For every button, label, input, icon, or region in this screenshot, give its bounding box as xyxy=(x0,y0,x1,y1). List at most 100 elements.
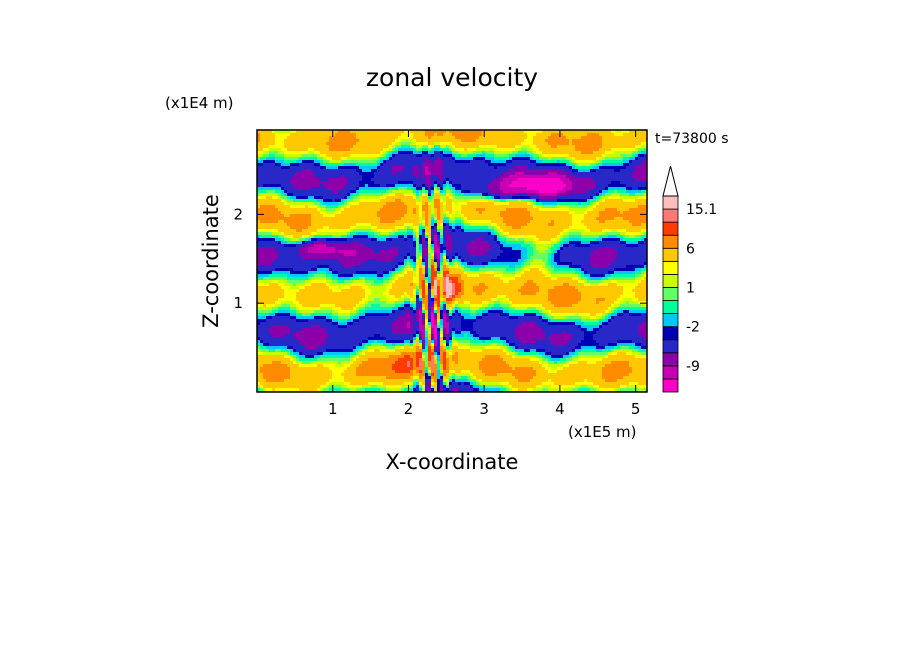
field-cell xyxy=(389,226,393,230)
field-cell xyxy=(434,184,438,188)
field-cell xyxy=(566,130,570,134)
field-cell xyxy=(620,184,624,188)
field-cell xyxy=(389,235,393,239)
field-cell xyxy=(350,166,354,170)
field-cell xyxy=(476,145,480,149)
field-cell xyxy=(560,169,564,173)
field-cell xyxy=(497,139,501,143)
field-cell xyxy=(533,187,537,191)
field-cell xyxy=(287,163,291,167)
field-cell xyxy=(299,235,303,239)
field-cell xyxy=(422,241,426,245)
field-cell xyxy=(599,220,603,224)
field-cell xyxy=(449,199,453,203)
field-cell xyxy=(467,181,471,185)
field-cell xyxy=(314,223,318,227)
field-cell xyxy=(446,157,450,161)
field-cell xyxy=(617,190,621,194)
field-cell xyxy=(257,133,261,137)
field-cell xyxy=(419,193,423,197)
field-cell xyxy=(512,181,516,185)
field-cell xyxy=(260,160,264,164)
field-cell xyxy=(419,238,423,242)
field-cell xyxy=(599,214,603,218)
field-cell xyxy=(335,205,339,209)
field-cell xyxy=(464,130,468,134)
field-cell xyxy=(266,133,270,137)
field-cell xyxy=(626,208,630,212)
field-cell xyxy=(368,178,372,182)
field-cell xyxy=(587,205,591,209)
field-cell xyxy=(455,187,459,191)
field-cell xyxy=(479,187,483,191)
field-cell xyxy=(332,172,336,176)
field-cell xyxy=(581,226,585,230)
field-cell xyxy=(581,193,585,197)
field-cell xyxy=(461,187,465,191)
field-cell xyxy=(611,154,615,158)
field-cell xyxy=(557,148,561,152)
field-cell xyxy=(347,208,351,212)
field-cell xyxy=(470,214,474,218)
field-cell xyxy=(548,184,552,188)
field-cell xyxy=(512,142,516,146)
field-cell xyxy=(365,187,369,191)
field-cell xyxy=(581,169,585,173)
field-cell xyxy=(353,187,357,191)
field-cell xyxy=(407,139,411,143)
field-cell xyxy=(533,211,537,215)
field-cell xyxy=(440,172,444,176)
field-cell xyxy=(512,145,516,149)
field-cell xyxy=(278,181,282,185)
field-cell xyxy=(515,193,519,197)
field-cell xyxy=(578,157,582,161)
field-cell xyxy=(296,157,300,161)
field-cell xyxy=(287,244,291,248)
field-cell xyxy=(485,235,489,239)
field-cell xyxy=(584,235,588,239)
field-cell xyxy=(386,148,390,152)
field-cell xyxy=(383,148,387,152)
field-cell xyxy=(275,202,279,206)
field-cell xyxy=(272,160,276,164)
field-cell xyxy=(617,202,621,206)
field-cell xyxy=(350,160,354,164)
field-cell xyxy=(476,133,480,137)
field-cell xyxy=(539,226,543,230)
field-cell xyxy=(401,187,405,191)
field-cell xyxy=(389,187,393,191)
field-cell xyxy=(497,193,501,197)
field-cell xyxy=(353,169,357,173)
field-cell xyxy=(446,196,450,200)
field-cell xyxy=(500,163,504,167)
field-cell xyxy=(425,214,429,218)
field-cell xyxy=(488,151,492,155)
field-cell xyxy=(257,157,261,161)
field-cell xyxy=(278,184,282,188)
field-cell xyxy=(446,232,450,236)
field-cell xyxy=(584,211,588,215)
field-cell xyxy=(467,169,471,173)
field-cell xyxy=(581,148,585,152)
field-cell xyxy=(563,229,567,233)
field-cell xyxy=(473,157,477,161)
field-cell xyxy=(542,226,546,230)
field-cell xyxy=(401,148,405,152)
field-cell xyxy=(266,211,270,215)
field-cell xyxy=(527,130,531,134)
field-cell xyxy=(443,238,447,242)
field-cell xyxy=(422,130,426,134)
field-cell xyxy=(464,145,468,149)
field-cell xyxy=(461,199,465,203)
field-cell xyxy=(425,172,429,176)
field-cell xyxy=(503,166,507,170)
field-cell xyxy=(560,148,564,152)
field-cell xyxy=(455,151,459,155)
field-cell xyxy=(560,172,564,176)
field-cell xyxy=(533,217,537,221)
field-cell xyxy=(584,145,588,149)
field-cell xyxy=(278,142,282,146)
field-cell xyxy=(515,172,519,176)
field-cell xyxy=(485,238,489,242)
field-cell xyxy=(434,181,438,185)
